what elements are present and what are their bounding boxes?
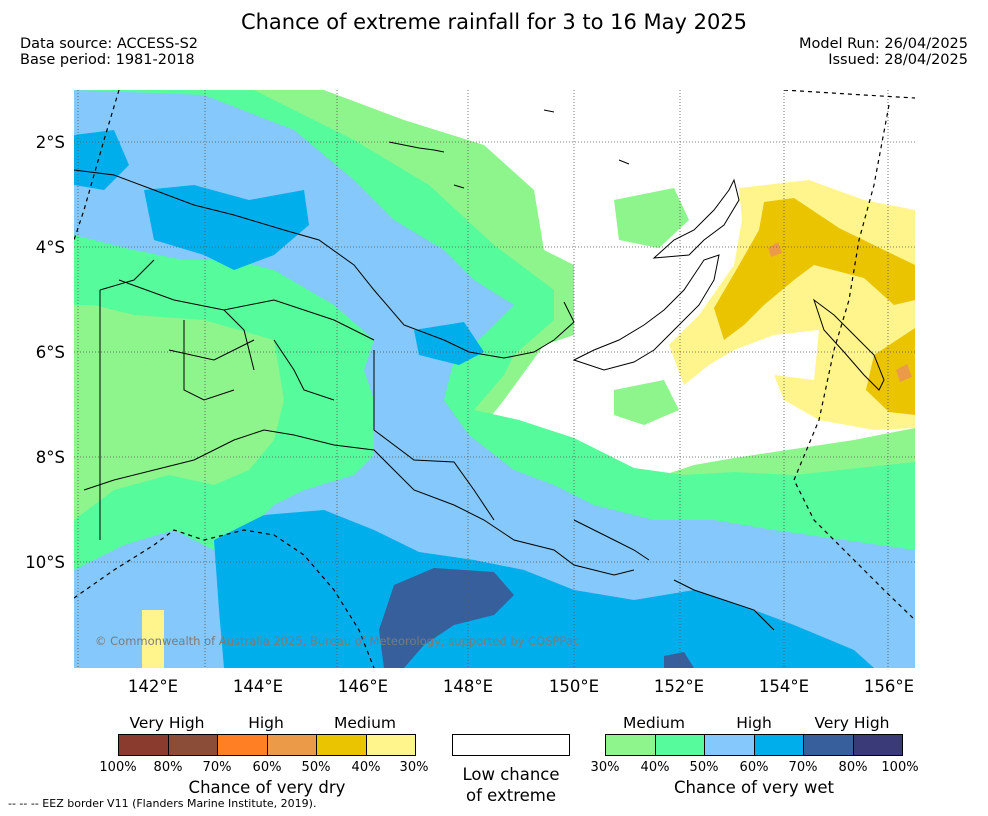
wet-level-high: High (736, 714, 772, 732)
dry-swatch-6 (366, 735, 415, 755)
low-chance-swatch (452, 734, 570, 756)
dry-swatch-4 (267, 735, 317, 755)
header-left: Data source: ACCESS-S2 Base period: 1981… (20, 36, 198, 68)
copyright-note: © Commonwealth of Australia 2025, Bureau… (95, 634, 580, 648)
dry-tick: 30% (399, 760, 429, 775)
wet-colorbar (605, 734, 903, 756)
north-islands (453, 109, 630, 189)
wet-tick: 40% (640, 760, 670, 775)
png-border (99, 259, 235, 540)
new-guinea-north-coast (74, 169, 575, 359)
wet-swatch-6 (853, 735, 902, 755)
wet-tick: 100% (881, 760, 919, 775)
model-run: Model Run: 26/04/2025 (798, 36, 968, 52)
lat-label-10s: 10°S (25, 553, 65, 572)
wet-tick: 60% (739, 760, 769, 775)
wet-70-region-small (664, 652, 694, 668)
new-britain (572, 254, 720, 371)
header-right: Model Run: 26/04/2025 Issued: 28/04/2025 (799, 36, 968, 68)
eez-note: -- -- -- EEZ border V11 (Flanders Marine… (8, 797, 317, 810)
map-title: Chance of extreme rainfall for 3 to 16 M… (240, 10, 748, 34)
wet-level-medium: Medium (623, 714, 685, 732)
dry-30-region-west (142, 610, 164, 668)
lat-label-4s: 4°S (35, 238, 65, 257)
dry-swatch-3 (218, 735, 268, 755)
wet-swatch-4 (754, 735, 804, 755)
low-chance-line1: Low chance (462, 765, 560, 784)
dry-40-region-east (866, 328, 915, 415)
dry-swatch-5 (317, 735, 367, 755)
data-source: Data source: ACCESS-S2 (20, 36, 199, 52)
dry-swatch-1 (119, 735, 169, 755)
dry-colorbar (118, 734, 416, 756)
lon-label-148e: 148°E (442, 677, 494, 696)
dry-tick: 60% (252, 760, 282, 775)
new-ireland (652, 178, 740, 259)
wet-30-region-east (614, 188, 689, 248)
lon-label-150e: 150°E (548, 677, 600, 696)
low-chance-line2: of extreme (465, 786, 557, 805)
dry-tick: 40% (351, 760, 381, 775)
provincial-borders (118, 279, 495, 521)
wet-caption: Chance of very wet (674, 778, 834, 797)
wet-30-region-small (614, 380, 679, 425)
dry-tick: 100% (99, 760, 137, 775)
low-chance-label: Low chance of extreme (462, 764, 559, 806)
base-period: Base period: 1981-2018 (20, 52, 195, 68)
wet-70-region (379, 568, 514, 668)
dry-level-medium: Medium (334, 714, 396, 732)
dry-level-high: High (248, 714, 284, 732)
wet-swatch-2 (655, 735, 705, 755)
wet-tick: 80% (838, 760, 868, 775)
wet-tick: 50% (689, 760, 719, 775)
wet-level-very-high: Very High (814, 714, 890, 732)
wet-swatch-1 (606, 735, 656, 755)
manus (388, 141, 445, 153)
wet-60-region-mid (414, 322, 484, 365)
lat-label-6s: 6°S (35, 343, 65, 362)
lon-label-146e: 146°E (337, 677, 389, 696)
wet-60-region-north2 (144, 185, 309, 270)
dry-tick: 70% (202, 760, 232, 775)
wet-tick: 70% (788, 760, 818, 775)
coastlines (74, 109, 885, 631)
lon-label-156e: 156°E (863, 677, 915, 696)
dry-tick: 50% (301, 760, 331, 775)
dry-50-region (768, 242, 782, 257)
dry-caption: Chance of very dry (188, 778, 346, 797)
dry-swatch-2 (168, 735, 218, 755)
lat-label-2s: 2°S (35, 133, 65, 152)
dry-tick: 80% (153, 760, 183, 775)
dry-40-region (714, 198, 915, 340)
rainfall-map (74, 90, 915, 668)
louisiade (673, 579, 775, 631)
dry-50-region-east (896, 364, 912, 382)
new-guinea-south-coast (83, 429, 635, 576)
wet-swatch-5 (804, 735, 854, 755)
dry-level-very-high: Very High (129, 714, 205, 732)
lon-label-144e: 144°E (232, 677, 284, 696)
wet-tick: 30% (590, 760, 620, 775)
lon-label-152e: 152°E (653, 677, 705, 696)
wet-swatch-3 (705, 735, 755, 755)
wet-60-region-south (214, 510, 874, 668)
bougainville (813, 298, 885, 391)
issued-date: Issued: 28/04/2025 (828, 52, 968, 68)
lon-label-154e: 154°E (758, 677, 810, 696)
eez-border (74, 90, 915, 668)
lat-label-8s: 8°S (35, 448, 65, 467)
d-entrecasteaux (573, 519, 650, 561)
graticule (74, 90, 915, 668)
lon-label-142e: 142°E (127, 677, 179, 696)
